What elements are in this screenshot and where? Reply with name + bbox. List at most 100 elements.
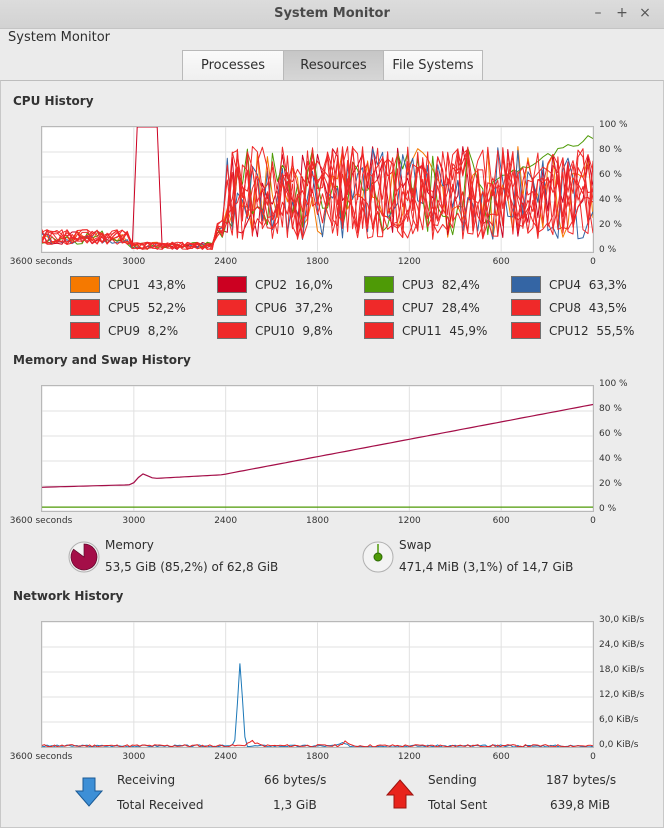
memory-history-graph [41,385,594,512]
sending-label: Sending [428,773,477,787]
color-swatch[interactable] [70,322,100,339]
cpu-value: 16,0% [294,278,333,292]
x-tick-label: 0 [590,257,596,267]
cpu-series-cpu11 [42,146,593,250]
color-swatch[interactable] [364,299,394,316]
tab-processes[interactable]: Processes [182,50,284,81]
y-tick-label: 40 % [599,195,622,205]
cpu-value: 28,4% [441,301,480,315]
cpu-series-cpu2 [42,127,593,250]
cpu-name: CPU1 [108,278,141,292]
memory-history-plot [42,386,593,511]
y-tick-label: 0 % [599,245,617,255]
y-tick-label: 20 % [599,220,622,230]
cpu-legend-label: CPU10 9,8% [255,324,333,338]
y-tick-label: 20 % [599,479,622,489]
y-tick-label: 12,0 KiB/s [599,690,645,700]
y-tick-label: 100 % [599,379,628,389]
color-swatch[interactable] [217,299,247,316]
color-swatch[interactable] [217,276,247,293]
cpu-legend-label: CPU9 8,2% [108,324,178,338]
close-icon[interactable]: × [639,5,651,21]
cpu-legend-label: CPU3 82,4% [402,278,480,292]
x-tick-label: 2400 [214,257,238,267]
y-tick-label: 100 % [599,120,628,130]
memory-pie-icon[interactable] [68,541,100,573]
x-tick-label: 1200 [397,752,421,762]
swap-pie-icon[interactable] [362,541,394,573]
cpu-value: 43,5% [588,301,627,315]
sending-arrow-icon [385,779,415,809]
x-tick-label: 0 [590,752,596,762]
menu-app-name[interactable]: System Monitor [8,30,111,45]
cpu-legend-label: CPU12 55,5% [549,324,634,338]
minimize-icon[interactable]: – [594,5,602,21]
color-swatch[interactable] [364,276,394,293]
memory-history-title: Memory and Swap History [13,353,191,367]
x-tick-label: 1800 [306,516,329,526]
cpu-name: CPU8 [549,301,582,315]
y-tick-label: 80 % [599,145,622,155]
color-swatch[interactable] [217,322,247,339]
y-tick-label: 60 % [599,170,622,180]
tab-bar: Processes Resources File Systems [182,50,483,81]
x-tick-label: 2400 [214,752,238,762]
network-history-plot [42,622,593,747]
color-swatch[interactable] [70,299,100,316]
cpu-legend-label: CPU1 43,8% [108,278,186,292]
swap-value: 471,4 MiB (3,1%) of 14,7 GiB [399,560,574,574]
cpu-name: CPU6 [255,301,288,315]
cpu-series-cpu12 [42,146,593,250]
y-tick-label: 24,0 KiB/s [599,640,645,650]
network-history-graph [41,621,594,748]
cpu-name: CPU7 [402,301,435,315]
cpu-name: CPU11 [402,324,442,338]
maximize-icon[interactable]: + [616,5,628,21]
cpu-name: CPU3 [402,278,435,292]
cpu-value: 82,4% [441,278,480,292]
y-tick-label: 80 % [599,404,622,414]
cpu-value: 9,8% [302,324,333,338]
tab-file-systems[interactable]: File Systems [383,50,483,81]
cpu-history-plot [42,127,593,252]
memory-label: Memory [105,538,154,552]
cpu-name: CPU10 [255,324,295,338]
cpu-history-title: CPU History [13,94,94,108]
cpu-value: 63,3% [588,278,627,292]
x-tick-label: 1800 [306,752,329,762]
x-tick-label: 3600 seconds [9,516,73,526]
cpu-legend-label: CPU4 63,3% [549,278,627,292]
y-tick-label: 40 % [599,454,622,464]
x-tick-label: 2400 [214,516,238,526]
x-tick-label: 3600 seconds [9,257,73,267]
title-bar[interactable]: System Monitor – + × [0,0,664,29]
network-history-title: Network History [13,589,124,603]
cpu-name: CPU2 [255,278,288,292]
color-swatch[interactable] [511,276,541,293]
color-swatch[interactable] [511,299,541,316]
x-tick-label: 3600 seconds [9,752,73,762]
swap-label: Swap [399,538,432,552]
color-swatch[interactable] [511,322,541,339]
receiving-label: Receiving [117,773,176,787]
x-tick-label: 1200 [397,516,421,526]
cpu-value: 43,8% [147,278,186,292]
x-tick-label: 3000 [122,516,146,526]
x-tick-label: 600 [492,752,510,762]
x-tick-label: 600 [492,516,510,526]
color-swatch[interactable] [364,322,394,339]
receiving-series [42,663,593,747]
cpu-name: CPU12 [549,324,589,338]
tab-resources[interactable]: Resources [283,50,384,81]
x-tick-label: 3000 [122,752,146,762]
sending-value: 187 bytes/s [546,773,617,787]
cpu-legend-label: CPU7 28,4% [402,301,480,315]
y-tick-label: 30,0 KiB/s [599,615,645,625]
cpu-legend-label: CPU2 16,0% [255,278,333,292]
memory-series [42,403,593,488]
color-swatch[interactable] [70,276,100,293]
cpu-name: CPU9 [108,324,141,338]
cpu-legend-label: CPU8 43,5% [549,301,627,315]
x-tick-label: 600 [492,257,510,267]
receiving-value: 66 bytes/s [264,773,327,787]
